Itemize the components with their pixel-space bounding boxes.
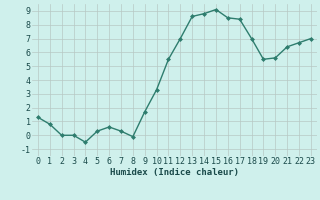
X-axis label: Humidex (Indice chaleur): Humidex (Indice chaleur) bbox=[110, 168, 239, 177]
